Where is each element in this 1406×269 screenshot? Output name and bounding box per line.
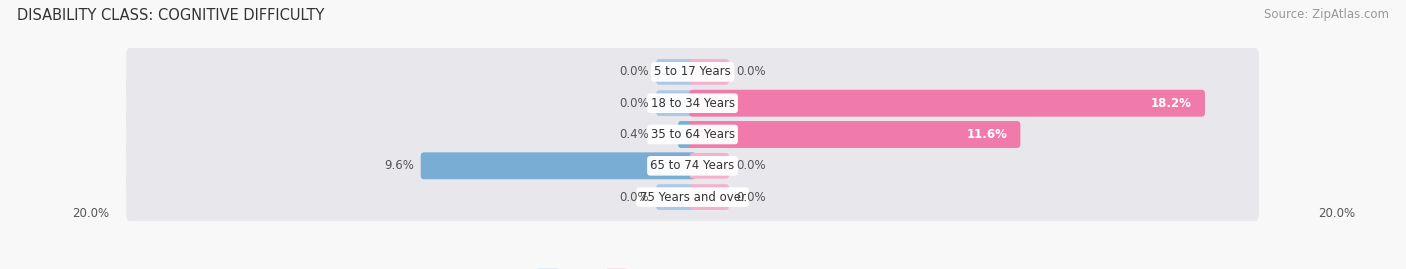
FancyBboxPatch shape bbox=[127, 172, 1258, 222]
FancyBboxPatch shape bbox=[127, 140, 1258, 191]
Text: Source: ZipAtlas.com: Source: ZipAtlas.com bbox=[1264, 8, 1389, 21]
FancyBboxPatch shape bbox=[690, 184, 728, 210]
FancyBboxPatch shape bbox=[689, 121, 1021, 148]
FancyBboxPatch shape bbox=[657, 184, 696, 210]
FancyBboxPatch shape bbox=[690, 153, 728, 179]
Text: 18.2%: 18.2% bbox=[1152, 97, 1192, 110]
FancyBboxPatch shape bbox=[127, 78, 1258, 129]
Text: 0.0%: 0.0% bbox=[620, 65, 650, 78]
Text: 18 to 34 Years: 18 to 34 Years bbox=[651, 97, 734, 110]
FancyBboxPatch shape bbox=[678, 121, 696, 148]
Text: 0.0%: 0.0% bbox=[735, 65, 765, 78]
Text: 35 to 64 Years: 35 to 64 Years bbox=[651, 128, 734, 141]
FancyBboxPatch shape bbox=[420, 152, 696, 179]
FancyBboxPatch shape bbox=[690, 59, 728, 85]
FancyBboxPatch shape bbox=[689, 90, 1205, 117]
Text: 75 Years and over: 75 Years and over bbox=[640, 191, 745, 204]
Text: 20.0%: 20.0% bbox=[1319, 207, 1355, 220]
Text: 65 to 74 Years: 65 to 74 Years bbox=[651, 159, 735, 172]
Text: 20.0%: 20.0% bbox=[72, 207, 108, 220]
Text: 5 to 17 Years: 5 to 17 Years bbox=[654, 65, 731, 78]
Text: DISABILITY CLASS: COGNITIVE DIFFICULTY: DISABILITY CLASS: COGNITIVE DIFFICULTY bbox=[17, 8, 325, 23]
Text: 0.4%: 0.4% bbox=[620, 128, 650, 141]
Text: 0.0%: 0.0% bbox=[735, 159, 765, 172]
Text: 11.6%: 11.6% bbox=[966, 128, 1007, 141]
FancyBboxPatch shape bbox=[657, 59, 696, 85]
Text: 0.0%: 0.0% bbox=[620, 97, 650, 110]
Text: 9.6%: 9.6% bbox=[384, 159, 415, 172]
Legend: Male, Female: Male, Female bbox=[533, 264, 686, 269]
FancyBboxPatch shape bbox=[657, 90, 696, 116]
Text: 0.0%: 0.0% bbox=[620, 191, 650, 204]
FancyBboxPatch shape bbox=[127, 109, 1258, 160]
FancyBboxPatch shape bbox=[127, 47, 1258, 97]
Text: 0.0%: 0.0% bbox=[735, 191, 765, 204]
